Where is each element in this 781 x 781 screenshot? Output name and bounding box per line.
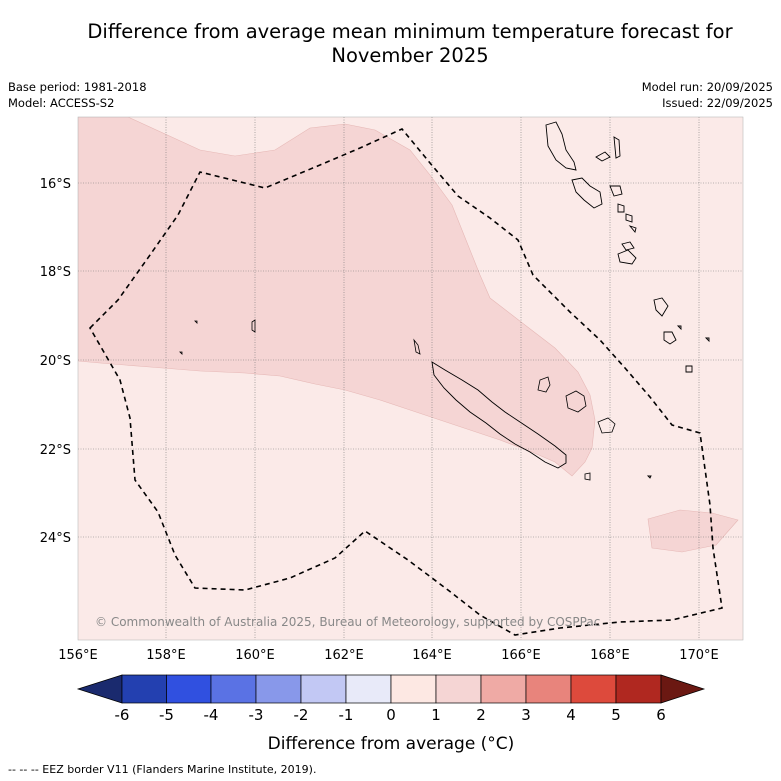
islands-chesterfield [179,319,256,355]
colorbar-tick-label: -3 [249,706,264,724]
latitude-axis: 16°S 18°S 20°S 22°S 24°S [40,177,71,546]
colorbar-tick-label: -5 [159,706,174,724]
colorbar-segment [480,674,527,704]
islands-vanuatu [545,121,710,479]
colorbar-tick-label: 4 [566,706,576,724]
colorbar-tick-label: -1 [339,706,354,724]
model-run: Model run: 20/09/2025 [641,80,773,94]
colorbar-right-arrow [660,674,706,704]
lat-tick-label: 20°S [40,354,71,369]
colorbar-tick-label: -6 [115,706,130,724]
colorbar-tick-label: 3 [521,706,531,724]
island-walpole [584,472,591,481]
island-ouvea [537,376,551,393]
eez-footnote: -- -- -- EEZ border V11 (Flanders Marine… [8,763,317,776]
lon-tick-label: 166°E [501,648,541,663]
map-title-line-1: Difference from average mean minimum tem… [87,20,733,43]
lon-tick-label: 162°E [324,648,364,663]
colorbar-title: Difference from average (°C) [268,734,515,754]
colorbar-tick-label: -4 [204,706,219,724]
issued-date: Issued: 22/09/2025 [662,96,773,110]
colorbar-tick-label: 2 [476,706,486,724]
colorbar-tick-label: 1 [431,706,441,724]
colorbar-left-arrow [76,674,123,704]
anomaly-region-1-to-2-east [647,509,739,553]
colorbar-segment [615,674,662,704]
base-period: Base period: 1981-2018 [8,80,147,94]
colorbar-tick-label: 0 [386,706,396,724]
colorbar-segment [210,674,257,704]
colorbar-segment [166,674,212,704]
map-frame [77,116,744,641]
lat-tick-label: 18°S [40,265,71,280]
longitude-axis: 156°E 158°E 160°E 162°E 164°E 166°E 168°… [58,648,719,663]
colorbar-segment [345,674,392,704]
colorbar-segment [570,674,617,704]
lat-tick-label: 22°S [40,443,71,458]
colorbar-ticks: -6 -5 -4 -3 -2 -1 0 1 2 3 4 5 6 [115,706,666,724]
colorbar-segment [525,674,572,704]
anomaly-region-1-to-2 [78,117,596,477]
lon-tick-label: 170°E [679,648,719,663]
colorbar-segment [300,674,347,704]
colorbar-segment [435,674,482,704]
map-title-line-2: November 2025 [331,44,489,67]
island-mare [597,417,616,434]
colorbar-tick-label: 6 [656,706,666,724]
island-belep [413,338,421,355]
copyright-text: © Commonwealth of Australia 2025, Bureau… [95,615,600,629]
lat-tick-label: 24°S [40,531,71,546]
island-new-caledonia [431,361,567,469]
colorbar-segment [121,674,167,704]
lon-tick-label: 164°E [412,648,452,663]
colorbar-segment [255,674,302,704]
colorbar [76,674,706,704]
colorbar-tick-label: 5 [611,706,621,724]
lon-tick-label: 168°E [590,648,630,663]
model-name: Model: ACCESS-S2 [8,96,115,110]
lon-tick-label: 156°E [58,648,98,663]
lon-tick-label: 160°E [235,648,275,663]
colorbar-tick-label: -2 [294,706,309,724]
colorbar-segment [390,674,437,704]
lat-tick-label: 16°S [40,177,71,192]
gridlines [78,117,743,640]
island-lifou [565,390,587,413]
lon-tick-label: 158°E [146,648,186,663]
